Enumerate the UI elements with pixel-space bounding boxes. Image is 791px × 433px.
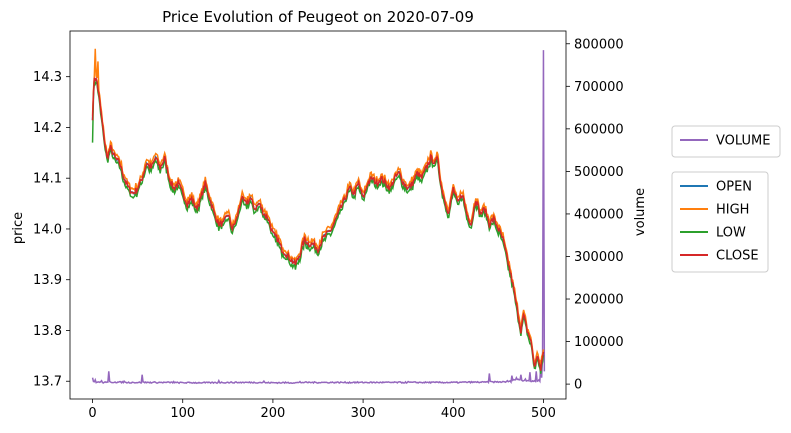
y-left-tick-label: 14.1 xyxy=(33,172,62,187)
legend-label-open: OPEN xyxy=(716,180,752,195)
legend-label-high: HIGH xyxy=(716,203,749,218)
y-right-tick-label: 700000 xyxy=(574,80,624,95)
series-line-volume xyxy=(91,50,546,385)
x-tick-label: 300 xyxy=(351,406,376,421)
y-left-tick-label: 14.0 xyxy=(33,222,62,237)
y-right-tick-label: 200000 xyxy=(574,293,624,308)
y-right-tick-label: 100000 xyxy=(574,335,624,350)
x-tick-label: 200 xyxy=(260,406,285,421)
plot-frame xyxy=(69,30,567,400)
legend-volume xyxy=(671,125,781,158)
legend-label-volume: VOLUME xyxy=(716,134,770,149)
series-line-open xyxy=(91,77,545,371)
y-right-tick-label: 500000 xyxy=(574,165,624,180)
legend-label-close: CLOSE xyxy=(716,249,759,264)
y-left-tick-label: 14.2 xyxy=(33,121,62,136)
y-right-tick-label: 800000 xyxy=(574,37,624,52)
y-right-tick-label: 600000 xyxy=(574,122,624,137)
x-tick-label: 100 xyxy=(170,406,195,421)
y-right-tick-label: 400000 xyxy=(574,207,624,222)
y-left-tick-label: 13.8 xyxy=(33,324,62,339)
chart-title: Price Evolution of Peugeot on 2020-07-09 xyxy=(162,8,474,26)
y-axis-label-left: price xyxy=(11,212,26,244)
legends: VOLUME OPEN HIGH LOW CLOSE xyxy=(671,125,781,273)
x-tick-label: 500 xyxy=(531,406,556,421)
legend-label-low: LOW xyxy=(716,226,746,241)
plot-area xyxy=(91,48,546,385)
y-left-tick-label: 13.9 xyxy=(33,273,62,288)
y-left-tick-label: 13.7 xyxy=(33,375,62,390)
axes: 0 100 200 300 400 500 13.7 13.8 13.9 14.0 14.1 14.2… xyxy=(33,30,624,421)
y-right-tick-label: 300000 xyxy=(574,250,624,265)
legend-price xyxy=(671,171,769,273)
y-left-tick-label: 14.3 xyxy=(33,70,62,85)
series-line-low xyxy=(91,80,545,374)
y-right-tick-label: 0 xyxy=(574,378,582,393)
x-tick-label: 0 xyxy=(88,406,96,421)
x-tick-label: 400 xyxy=(441,406,466,421)
series-line-close xyxy=(91,76,545,371)
y-axis-label-right: volume xyxy=(633,188,648,236)
